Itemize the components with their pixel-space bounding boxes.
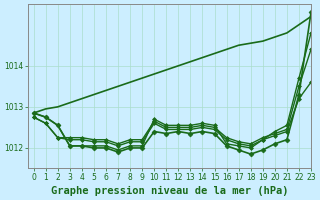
X-axis label: Graphe pression niveau de la mer (hPa): Graphe pression niveau de la mer (hPa): [51, 186, 288, 196]
